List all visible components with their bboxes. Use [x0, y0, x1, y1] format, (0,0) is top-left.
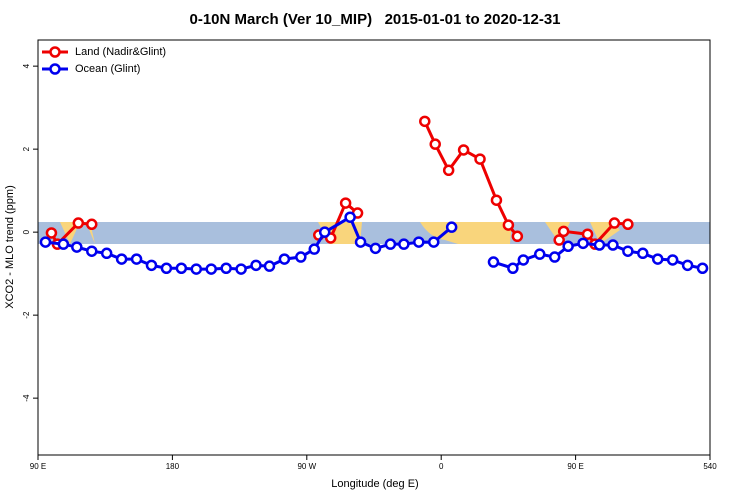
point — [344, 211, 356, 223]
plot-frame — [37, 39, 711, 456]
point — [115, 253, 128, 265]
point — [490, 194, 503, 206]
point — [72, 217, 85, 229]
point — [607, 239, 619, 251]
point — [507, 262, 519, 274]
point — [681, 259, 694, 272]
point — [562, 240, 574, 253]
point — [354, 236, 367, 248]
land-patch — [60, 222, 95, 244]
point — [637, 247, 649, 260]
point — [419, 115, 431, 128]
point — [295, 251, 307, 263]
point — [263, 260, 276, 272]
point — [318, 226, 331, 238]
y-axis-label: XCO2 - MLO trend (ppm) — [4, 185, 16, 308]
point — [86, 218, 98, 231]
point — [429, 138, 441, 150]
point — [445, 221, 458, 233]
chart-title: 0-10N March (Ver 10_MIP) 2015-01-01 to 2… — [189, 11, 560, 28]
point — [427, 236, 440, 248]
point — [398, 238, 410, 250]
point — [100, 247, 113, 260]
point — [517, 254, 530, 266]
x-tick-label: 540 — [703, 462, 717, 471]
x-tick-label: 180 — [166, 462, 180, 471]
legend-label: Land (Nadir&Glint) — [75, 46, 166, 58]
legend-label: Ocean (Glint) — [75, 63, 140, 75]
point — [593, 239, 606, 251]
point — [339, 197, 352, 209]
point — [71, 241, 83, 253]
legend-marker — [49, 63, 61, 75]
point — [651, 253, 664, 265]
land-patch — [420, 222, 512, 244]
point — [130, 253, 143, 265]
x-axis-label: Longitude (deg E) — [331, 478, 418, 490]
point — [145, 259, 158, 272]
point — [581, 228, 594, 240]
point — [235, 263, 247, 275]
point — [457, 144, 470, 156]
point — [511, 230, 524, 243]
legend-marker — [49, 46, 61, 58]
point — [250, 259, 262, 272]
point — [384, 238, 397, 250]
x-tick-label: 90 W — [297, 462, 316, 471]
x-tick-label: 90 E — [567, 462, 583, 471]
y-tick-label: 2 — [22, 146, 31, 151]
y-tick-label: -4 — [22, 394, 31, 402]
ocean-band — [38, 222, 710, 244]
y-tick-label: -2 — [22, 311, 31, 319]
point — [608, 217, 621, 229]
point — [442, 164, 455, 177]
land-ocean-strip — [38, 222, 710, 244]
point — [278, 253, 291, 265]
point — [308, 243, 321, 255]
point — [666, 254, 679, 266]
y-tick-label: 4 — [22, 63, 31, 68]
point — [160, 262, 173, 274]
point — [622, 245, 634, 257]
point — [175, 262, 188, 274]
point — [577, 237, 589, 250]
point — [502, 219, 515, 231]
point — [205, 263, 217, 275]
x-tick-label: 90 E — [30, 462, 46, 471]
point — [190, 263, 203, 275]
y-tick-label: 0 — [22, 229, 31, 234]
series-line — [50, 120, 629, 247]
point — [45, 227, 58, 239]
x-tick-label: 0 — [439, 462, 444, 471]
point — [548, 251, 561, 263]
point — [220, 262, 232, 274]
point — [369, 242, 382, 255]
point — [474, 153, 486, 165]
point — [622, 218, 634, 231]
point — [557, 225, 570, 238]
point — [696, 262, 709, 274]
point — [487, 256, 500, 268]
point — [57, 238, 70, 250]
point — [39, 236, 52, 248]
point — [86, 245, 98, 257]
point — [413, 236, 425, 248]
point — [534, 248, 546, 260]
point — [553, 234, 565, 246]
